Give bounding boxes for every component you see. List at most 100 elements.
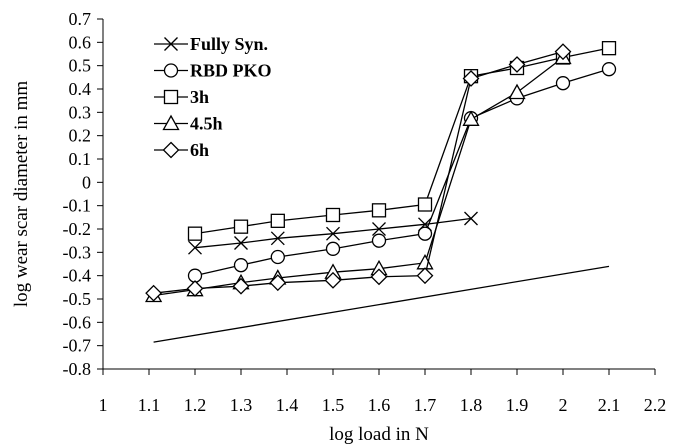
y-tick-label: -0.8 xyxy=(63,359,92,379)
data-point xyxy=(462,70,480,87)
legend-label: 6h xyxy=(190,140,209,160)
legend-marker-diamond xyxy=(162,141,180,159)
y-tick-label: 0.3 xyxy=(69,102,92,122)
legend-label: RBD PKO xyxy=(190,61,272,81)
data-point xyxy=(508,83,526,100)
y-tick-label: 0 xyxy=(82,172,91,192)
x-stroke xyxy=(464,211,478,226)
x-tick-label: 1.8 xyxy=(460,395,483,415)
y-tick-label: -0.1 xyxy=(63,196,92,216)
y-tick-label: 0.4 xyxy=(69,79,92,99)
series-line xyxy=(194,47,610,235)
x-tick-label: 1.7 xyxy=(414,395,437,415)
y-tick-label: 0.6 xyxy=(69,32,92,52)
axes xyxy=(102,19,655,370)
y-axis-title: log wear scar diameter in mm xyxy=(11,81,32,308)
data-point xyxy=(326,226,340,241)
x-stroke xyxy=(188,240,202,255)
series-4-5h xyxy=(144,48,572,303)
x-tick-label: 1.3 xyxy=(230,395,253,415)
y-tick-label: -0.5 xyxy=(63,289,92,309)
data-point xyxy=(270,231,285,246)
legend-item: 4.5h xyxy=(154,114,223,134)
legend-item: Fully Syn. xyxy=(154,34,268,54)
data-point xyxy=(370,268,388,286)
x-stroke xyxy=(164,37,178,51)
legend-item: 6h xyxy=(154,140,209,160)
legend: Fully Syn. RBD PKO 3h 4.5h 6h xyxy=(154,34,272,160)
data-point xyxy=(324,271,342,289)
x-tick-label: 1 xyxy=(99,395,108,415)
data-point xyxy=(187,226,203,241)
data-point xyxy=(186,280,204,297)
y-tick-label: 0.7 xyxy=(69,9,92,29)
data-point xyxy=(464,211,478,226)
legend-marker-triangle xyxy=(162,114,180,131)
legend-marker-square xyxy=(163,89,179,105)
legend-label: Fully Syn. xyxy=(190,34,268,54)
x-tick-label: 1.9 xyxy=(506,395,529,415)
y-tick-label: -0.6 xyxy=(63,312,92,332)
series-6h xyxy=(145,43,572,302)
series-layer xyxy=(144,41,617,343)
data-point xyxy=(555,76,571,91)
x-tick-label: 1.6 xyxy=(368,395,391,415)
data-point xyxy=(325,241,341,256)
data-point xyxy=(416,267,434,285)
data-point xyxy=(233,258,249,273)
data-point xyxy=(269,274,287,292)
x-stroke xyxy=(270,231,285,246)
series-line xyxy=(153,265,610,343)
data-point xyxy=(270,213,285,228)
legend-item: 3h xyxy=(154,87,209,107)
legend-marker-circle xyxy=(163,63,179,78)
data-point xyxy=(372,222,386,236)
legend-marker-x xyxy=(164,37,178,51)
data-point xyxy=(508,56,526,73)
data-point xyxy=(145,284,163,302)
data-point xyxy=(270,249,285,265)
x-stroke xyxy=(326,226,340,241)
x-tick-label: 1.5 xyxy=(322,395,345,415)
series-trend-line xyxy=(153,265,610,343)
data-point xyxy=(232,277,250,295)
y-tick-label: 0.1 xyxy=(69,149,92,169)
data-point xyxy=(417,197,433,212)
x-tick-label: 1.4 xyxy=(276,395,299,415)
data-point xyxy=(371,203,387,218)
legend-item: RBD PKO xyxy=(154,61,272,81)
legend-label: 4.5h xyxy=(190,114,223,134)
legend-label: 3h xyxy=(190,87,209,107)
data-point xyxy=(601,41,617,56)
series-line xyxy=(153,56,564,297)
x-stroke xyxy=(372,222,386,236)
series-rbd-pko xyxy=(187,62,617,283)
x-stroke xyxy=(234,236,248,250)
x-axis-title: log load in N xyxy=(329,424,429,445)
ticks: 1 1.1 1.2 1.3 1.4 1.5 1.6 1.7 1.8 1.9 2 2.1 2.2 0.7 0.… xyxy=(63,9,667,415)
series-line xyxy=(194,68,610,277)
y-tick-label: -0.4 xyxy=(63,266,92,286)
data-point xyxy=(601,62,617,77)
x-tick-label: 1.1 xyxy=(138,395,161,415)
data-point xyxy=(325,207,341,223)
x-tick-label: 2.2 xyxy=(644,395,667,415)
y-tick-label: -0.7 xyxy=(63,336,92,356)
y-tick-label: 0.5 xyxy=(69,56,92,76)
y-tick-label: -0.2 xyxy=(63,219,92,239)
data-point xyxy=(371,233,387,248)
data-point xyxy=(462,110,480,126)
data-point xyxy=(233,219,249,234)
series-line xyxy=(153,51,564,294)
data-point xyxy=(554,43,572,61)
data-point xyxy=(417,226,433,241)
data-point xyxy=(234,236,248,250)
x-tick-label: 2.1 xyxy=(598,395,621,415)
x-tick-label: 1.2 xyxy=(184,395,207,415)
x-tick-label: 2 xyxy=(559,395,568,415)
data-point xyxy=(416,253,434,270)
y-tick-label: -0.3 xyxy=(63,242,92,262)
data-point xyxy=(188,240,202,255)
y-tick-label: 0.2 xyxy=(69,126,92,146)
